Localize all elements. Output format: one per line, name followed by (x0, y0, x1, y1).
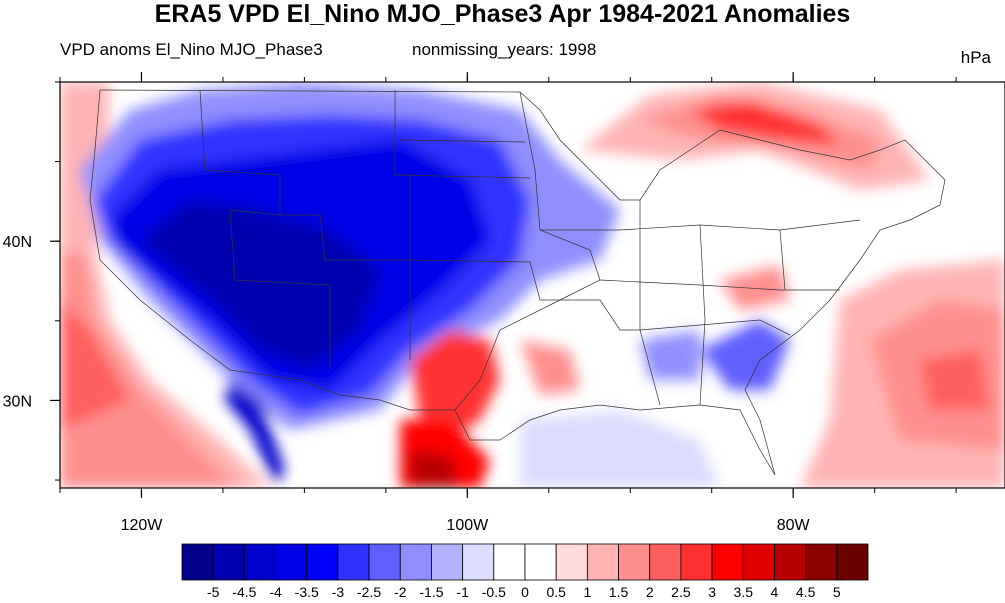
colorbar-swatch (493, 543, 526, 581)
colorbar-label: -3 (332, 584, 345, 600)
colorbar-label: 0.5 (546, 584, 566, 600)
colorbar-swatch (618, 543, 651, 581)
colorbar: -5 -4.5 -4 -3.5 -3 -2.5 -2 -1.5 -1 -0.5 0 0.5 1 1.5 2 2… (181, 543, 869, 600)
colorbar-label: 4 (771, 584, 779, 600)
anomaly-field (60, 82, 1005, 488)
colorbar-swatch (586, 543, 619, 581)
colorbar-swatch (368, 543, 401, 581)
lon-tick-label: 120W (121, 517, 164, 534)
colorbar-label: -2.5 (357, 584, 381, 600)
lat-tick-label: 30N (3, 393, 32, 410)
colorbar-label: -4.5 (232, 584, 256, 600)
colorbar-label: 2 (646, 584, 654, 600)
colorbar-swatch (649, 543, 682, 581)
colorbar-label: -0.5 (482, 584, 506, 600)
colorbar-swatch (399, 543, 432, 581)
colorbar-swatch (337, 543, 370, 581)
colorbar-label: -3.5 (295, 584, 319, 600)
colorbar-swatch (275, 543, 308, 581)
colorbar-label: 1 (583, 584, 591, 600)
colorbar-label: 4.5 (796, 584, 816, 600)
colorbar-swatch (306, 543, 339, 581)
lon-tick-label: 100W (446, 517, 489, 534)
colorbar-swatch (836, 543, 869, 581)
subtitle-variable: VPD anoms El_Nino MJO_Phase3 (60, 40, 323, 59)
colorbar-swatch (212, 543, 245, 581)
colorbar-swatch (243, 543, 276, 581)
lat-tick-label: 40N (3, 234, 32, 251)
colorbar-label: -4 (269, 584, 282, 600)
units-label: hPa (960, 48, 991, 67)
colorbar-label: -1.5 (419, 584, 443, 600)
colorbar-label: -5 (207, 584, 220, 600)
colorbar-label: 3 (708, 584, 716, 600)
colorbar-swatch (774, 543, 807, 581)
plot-frame (59, 81, 1005, 489)
colorbar-label: 2.5 (671, 584, 691, 600)
subtitle-years: nonmissing_years: 1998 (412, 40, 597, 59)
axis-ticks: 120W 100W 80W 40N 30N (3, 72, 957, 534)
colorbar-label: -1 (456, 584, 469, 600)
colorbar-swatch (181, 543, 214, 581)
colorbar-swatch (742, 543, 775, 581)
colorbar-label: 0 (521, 584, 529, 600)
colorbar-label: 1.5 (609, 584, 629, 600)
colorbar-label: -2 (394, 584, 407, 600)
colorbar-label: 5 (833, 584, 841, 600)
colorbar-label: 3.5 (734, 584, 754, 600)
colorbar-swatch (711, 543, 744, 581)
lon-tick-label: 80W (777, 517, 811, 534)
colorbar-swatch (462, 543, 495, 581)
colorbar-swatch (805, 543, 838, 581)
state-boundaries (89, 89, 946, 476)
colorbar-swatch (680, 543, 713, 581)
colorbar-swatch (431, 543, 464, 581)
colorbar-swatch (555, 543, 588, 581)
map-title: ERA5 VPD El_Nino MJO_Phase3 Apr 1984-202… (154, 0, 851, 28)
colorbar-swatch (524, 543, 557, 581)
